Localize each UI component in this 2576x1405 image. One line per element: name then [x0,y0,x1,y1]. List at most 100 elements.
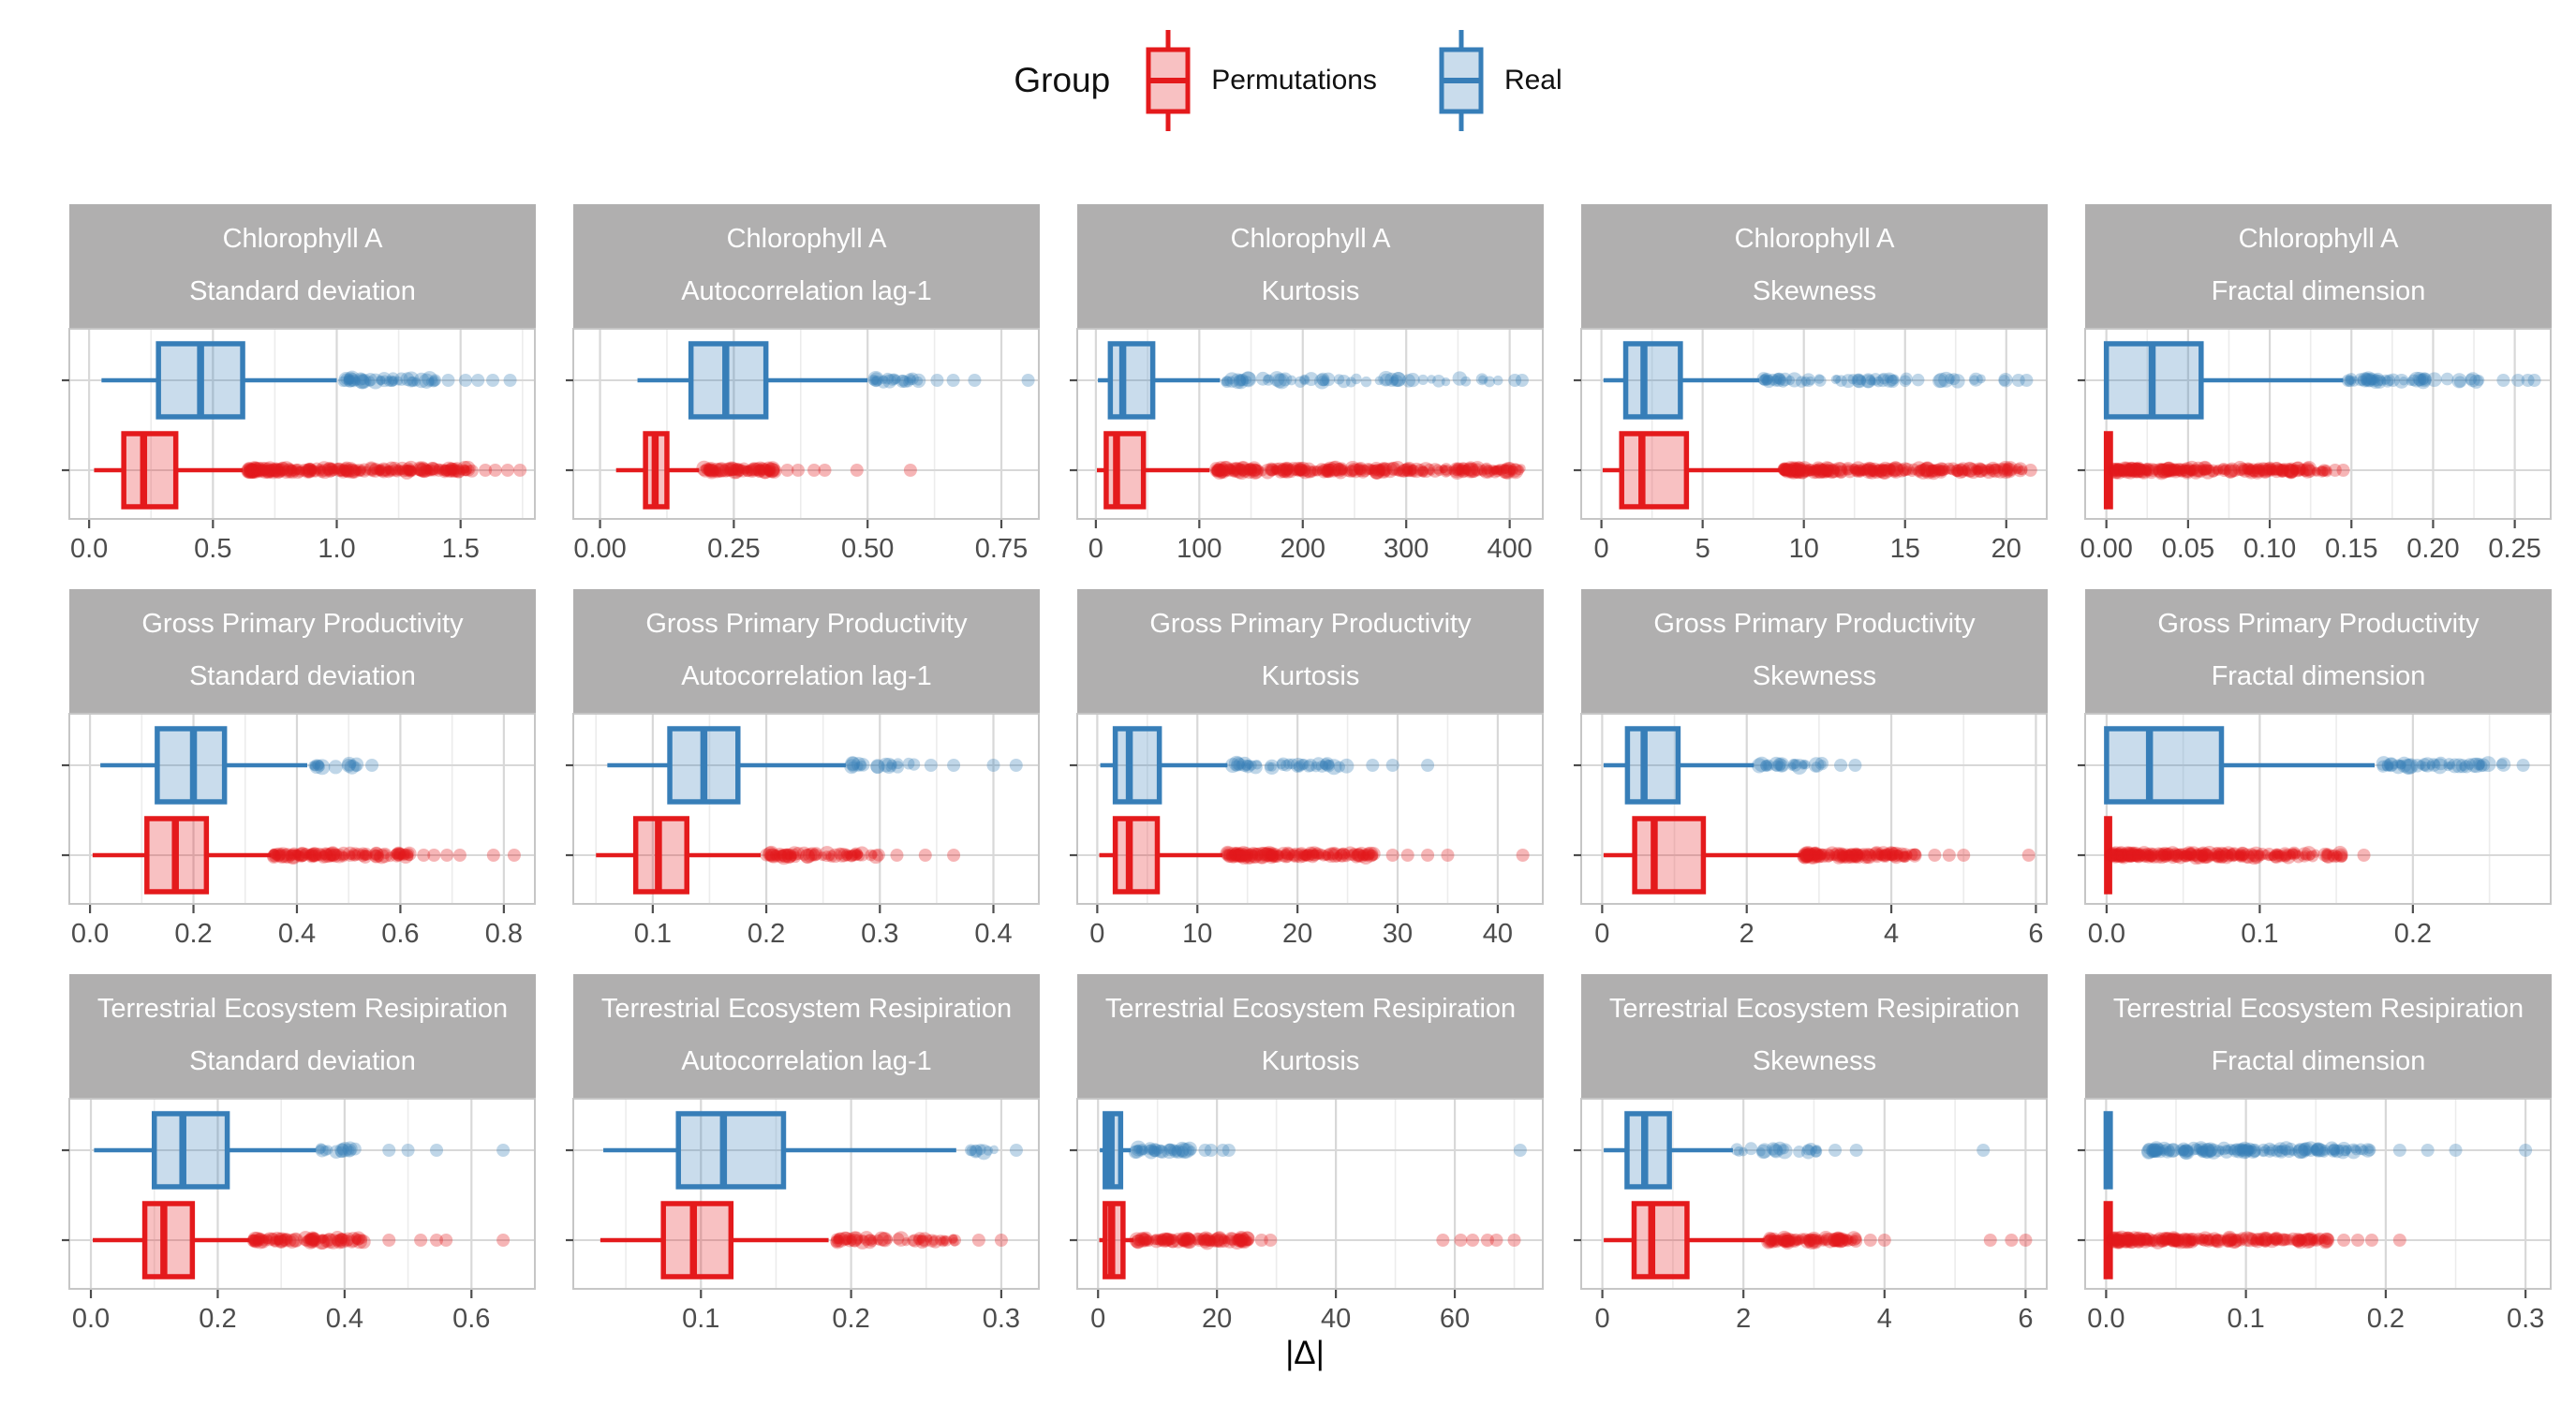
permutations-boxplot [596,816,961,895]
facet-strip: Chlorophyll A Standard deviation [69,204,536,328]
facet-panel: Gross Primary Productivity Fractal dimens… [2074,589,2552,949]
x-tick-label: 2 [1740,919,1754,949]
grid-minor-lines [2175,1099,2457,1289]
grid-major-lines [1581,714,2047,904]
x-tick-label: 0.00 [573,534,626,564]
facet-panel: Terrestrial Ecosystem Resipiration Skewne… [1570,974,2048,1334]
real-boxplot-outlier-points [1730,1141,1991,1160]
facet-row-label: Terrestrial Ecosystem Resipiration [600,994,1013,1025]
x-tick-label: 20 [1202,1304,1232,1334]
panel-plot: 0 5 10 15 20 [1574,328,2048,564]
facet-panel: Chlorophyll A Fractal dimension 0.00 0.05 0.… [2074,204,2552,564]
facet-row-label: Gross Primary Productivity [1149,609,1472,640]
grid-major-lines [69,714,535,904]
x-tick-label: 0.8 [485,919,523,949]
x-tick-label: 40 [1483,919,1513,949]
panel-plot: 0 100 200 300 400 [1070,328,1544,564]
panel-border [572,713,1040,905]
permutations-boxplot [600,1201,1008,1279]
x-tick-label: 400 [1487,534,1532,564]
real-boxplot [1100,726,1435,805]
facet-col-label: Skewness [1752,276,1877,307]
facet-col-label: Kurtosis [1261,661,1360,692]
x-tick-label: 0 [1090,1304,1105,1334]
panel-plot: 0.0 0.2 0.4 0.6 [62,1098,536,1334]
permutations-boxplot [92,816,521,895]
facet-panel: Terrestrial Ecosystem Resipiration Fracta… [2074,974,2552,1334]
facet-row-label: Gross Primary Productivity [141,609,464,640]
grid-major-lines [573,1099,1039,1289]
x-tick-label: 0.25 [2488,534,2540,564]
x-axis: 0 100 200 300 400 [1088,520,1532,564]
facet-panel: Chlorophyll A Kurtosis 0 100 200 300 400 [1066,204,1544,564]
grid-minor-lines [625,1099,927,1289]
x-axis: 0.1 0.2 0.3 0.4 [634,905,1013,949]
facet-col-label: Skewness [1752,1046,1877,1077]
permutations-boxplot [2103,431,2350,510]
panel-border [572,1098,1040,1290]
facet-strip: Terrestrial Ecosystem Resipiration Standa… [69,974,536,1098]
permutations-boxplot-outlier-points [241,460,527,480]
facet-grid: Chlorophyll A Standard deviation 0.0 0.5 1.0… [0,204,2576,1334]
x-tick-label: 300 [1384,534,1429,564]
grid-minor-lines [595,714,938,904]
facet-row-label: Terrestrial Ecosystem Resipiration [2112,994,2524,1025]
x-axis: 0 2 4 6 [1595,1290,2033,1334]
panel-plot: 0 2 4 6 [1574,1098,2048,1334]
real-boxplot-outlier-points [1221,370,1529,390]
x-tick-label: 0.2 [2367,1304,2405,1334]
x-tick-label: 0.00 [2080,534,2132,564]
x-tick-label: 0.2 [2394,919,2432,949]
x-tick-label: 60 [1440,1304,1470,1334]
facet-col-label: Standard deviation [189,276,416,307]
facet-strip: Terrestrial Ecosystem Resipiration Autoco… [573,974,1040,1098]
legend: Group Permutations Real [0,22,2576,139]
x-axis: 0.0 0.1 0.2 [2088,905,2432,949]
permutations-boxplot [94,431,527,510]
facet-panel: Terrestrial Ecosystem Resipiration Kurtos… [1066,974,1544,1334]
x-axis: 0 2 4 6 [1594,905,2043,949]
panel-plot: 0.0 0.2 0.4 0.6 0.8 [62,713,536,949]
facet-row-label: Gross Primary Productivity [1653,609,1976,640]
permutations-boxplot-outlier-points [2104,845,2371,865]
x-tick-label: 0.05 [2162,534,2214,564]
facet-panel: Gross Primary Productivity Skewness 0 2 4 6 [1570,589,2048,949]
x-tick-label: 6 [2018,1304,2033,1334]
permutations-boxplot-outlier-points [1129,1231,1521,1250]
x-tick-label: 0 [1594,534,1609,564]
permutations-boxplot-outlier-points [1209,460,1526,481]
x-tick-label: 0.50 [841,534,894,564]
real-boxplot-outlier-points [844,756,1023,775]
panel-border [2084,1098,2552,1290]
real-boxplot-outlier-points [337,370,517,390]
x-tick-label: 4 [1884,919,1899,949]
legend-key-real-boxplot-icon [1435,25,1488,136]
x-axis: 0 10 20 30 40 [1089,905,1513,949]
x-axis: 0 20 40 60 [1090,1290,1470,1334]
facet-col-label: Fractal dimension [2211,1046,2426,1077]
panel-plot: 0.0 0.1 0.2 0.3 [2078,1098,2552,1334]
panel-border [1076,328,1544,520]
facet-col-label: Fractal dimension [2211,276,2426,307]
panel-plot: 0 2 4 6 [1574,713,2048,949]
panel-border [68,713,536,905]
panel-plot: 0.0 0.1 0.2 [2078,713,2552,949]
real-boxplot [101,341,517,420]
facet-strip: Terrestrial Ecosystem Resipiration Skewne… [1581,974,2048,1098]
facet-row-label: Chlorophyll A [1230,224,1391,255]
panel-border [572,328,1040,520]
x-tick-label: 2 [1736,1304,1751,1334]
x-axis: 0.00 0.05 0.10 0.15 0.20 0.25 [2080,520,2541,564]
x-tick-label: 10 [1182,919,1212,949]
real-boxplot [100,726,379,805]
x-tick-label: 4 [1877,1304,1892,1334]
facet-col-label: Autocorrelation lag-1 [681,1046,932,1077]
facet-strip: Gross Primary Productivity Skewness [1581,589,2048,713]
panel-plot: 0.1 0.2 0.3 0.4 [566,713,1040,949]
real-boxplot [94,1111,511,1190]
permutations-boxplot-outlier-points [830,1231,1008,1250]
real-boxplot-outlier-points [2140,1141,2533,1161]
legend-label-permutations: Permutations [1211,65,1377,96]
x-tick-label: 0.0 [70,534,108,564]
facet-panel: Gross Primary Productivity Kurtosis 0 10 20 3… [1066,589,1544,949]
